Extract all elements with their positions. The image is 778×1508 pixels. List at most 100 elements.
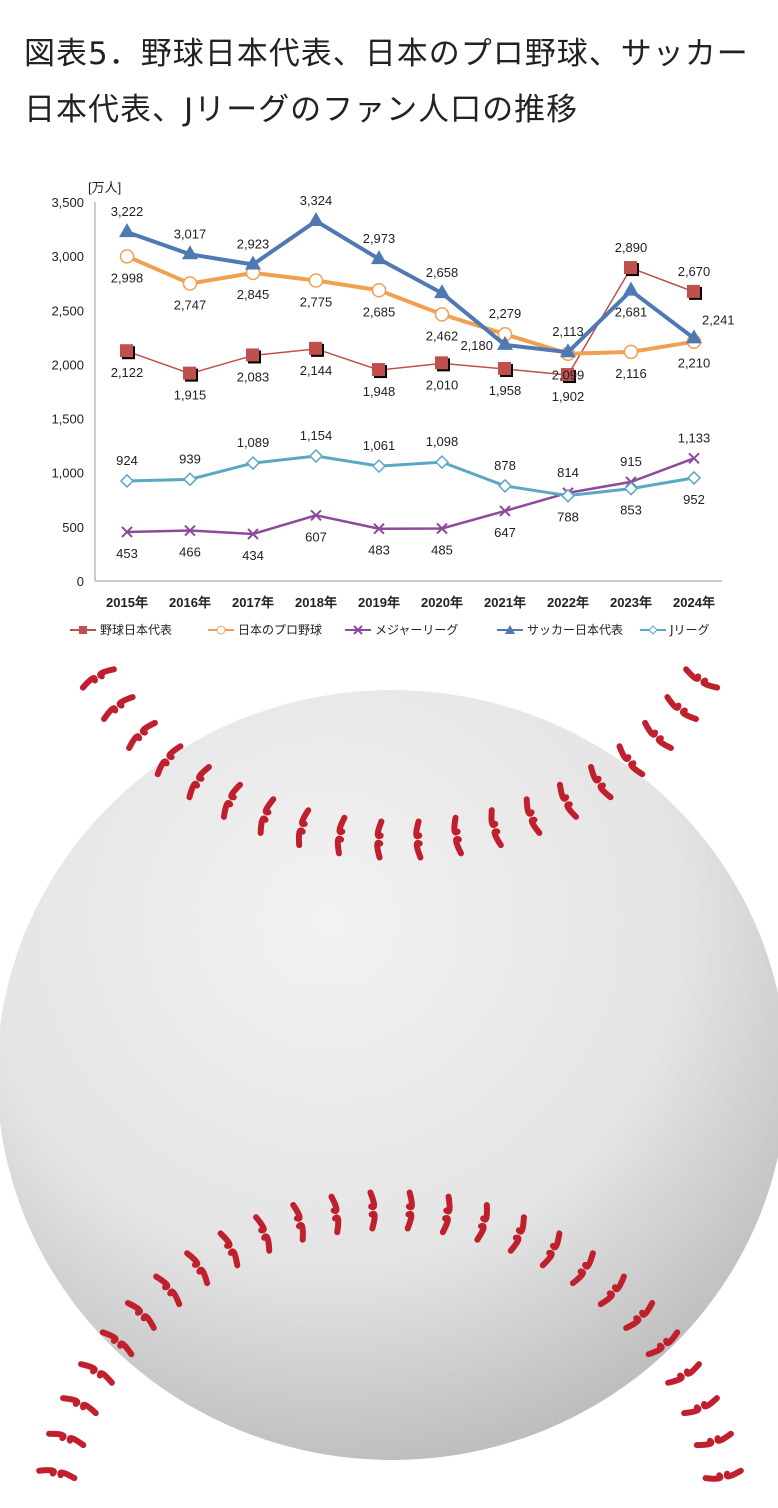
data-point <box>310 509 322 521</box>
series-line <box>126 218 696 355</box>
data-label: 2,747 <box>174 298 207 313</box>
data-label: 1,915 <box>174 388 207 403</box>
data-point <box>623 281 639 296</box>
stitch <box>507 1234 522 1254</box>
stitch <box>154 758 170 778</box>
data-label: 1,089 <box>237 435 270 450</box>
data-point <box>434 284 450 299</box>
stitch <box>404 1210 415 1232</box>
y-tick-label: 1,000 <box>51 466 84 481</box>
data-point <box>561 368 574 382</box>
stitch <box>196 1266 211 1287</box>
stitch <box>166 743 184 761</box>
data-point <box>183 366 196 380</box>
data-point <box>560 488 576 503</box>
stitch <box>296 1221 306 1243</box>
data-label: 2,658 <box>426 265 459 280</box>
data-label: 2,973 <box>363 231 396 246</box>
stitch <box>556 781 570 802</box>
stitch <box>491 828 504 849</box>
stitch <box>374 839 384 861</box>
y-tick-label: 0 <box>77 574 84 589</box>
stitch <box>57 1469 78 1482</box>
data-point <box>560 343 576 358</box>
data-label: 2,279 <box>489 306 522 321</box>
stitch <box>186 780 201 801</box>
data-point <box>623 481 639 496</box>
data-point <box>499 505 511 517</box>
stitch <box>257 815 269 836</box>
data-point <box>686 329 702 344</box>
data-point <box>371 250 387 265</box>
y-tick-label: 2,500 <box>51 303 84 318</box>
stitch <box>539 1249 555 1269</box>
stitch <box>36 1467 57 1477</box>
series-2: 453 466 434 607 483 485 647 814 915 1,133 <box>116 430 710 563</box>
data-point <box>436 522 448 535</box>
stitch <box>368 1210 378 1232</box>
stitch <box>99 1329 119 1344</box>
stitch <box>262 796 277 816</box>
x-tick-label: 2024年 <box>673 595 715 610</box>
baseball-image <box>0 666 778 1482</box>
data-label: 2,116 <box>615 366 647 381</box>
data-label: 2,099 <box>552 368 585 383</box>
y-axis-label: [万人] <box>88 180 121 195</box>
stitch <box>642 719 659 738</box>
data-point <box>686 470 702 485</box>
data-label: 2,890 <box>615 240 648 255</box>
stitch <box>334 835 345 857</box>
legend-marker <box>216 625 226 635</box>
data-label: 647 <box>494 525 516 540</box>
data-point <box>371 459 387 474</box>
stitch <box>664 694 682 711</box>
data-point <box>434 455 450 470</box>
x-tick-label: 2019年 <box>358 595 400 610</box>
stitch <box>405 1189 415 1211</box>
stitch <box>217 1230 233 1249</box>
stitch <box>679 707 699 722</box>
stitch <box>528 816 543 836</box>
data-label: 466 <box>179 545 201 560</box>
stitch <box>663 1329 681 1347</box>
data-label: 1,958 <box>489 383 522 398</box>
data-label: 1,948 <box>363 384 396 399</box>
stitch <box>97 666 117 680</box>
stitch <box>96 1370 115 1386</box>
legend-label: Jリーグ <box>669 623 710 637</box>
stitch <box>367 1189 378 1211</box>
stitch <box>336 814 348 836</box>
stitch <box>645 1342 665 1358</box>
data-label: 3,222 <box>111 204 144 219</box>
data-label: 2,462 <box>426 328 459 343</box>
data-label: 3,017 <box>174 226 207 241</box>
data-label: 853 <box>620 503 642 518</box>
data-point <box>246 348 259 362</box>
data-label: 607 <box>305 529 327 544</box>
series-line <box>126 454 695 498</box>
series-3: 3,222 3,017 2,923 3,324 2,973 2,658 2,180 2,113… <box>111 193 735 358</box>
data-label: 2,010 <box>426 377 459 392</box>
stitch <box>413 839 424 861</box>
data-point <box>184 524 196 537</box>
data-label: 924 <box>116 453 138 468</box>
data-point <box>623 344 639 360</box>
series-line <box>126 457 695 536</box>
legend-marker <box>79 626 87 634</box>
ball-stitches <box>36 666 744 1482</box>
data-point <box>688 452 700 465</box>
figure-title: 図表5．野球日本代表、日本のプロ野球、サッカー日本代表、Jリーグのファン人口の推… <box>24 36 749 128</box>
data-label: 939 <box>179 451 201 466</box>
stitch <box>549 1230 563 1251</box>
stitch <box>126 733 143 751</box>
data-label: 2,923 <box>237 236 270 251</box>
y-tick-label: 3,500 <box>51 195 84 210</box>
stitch <box>702 1472 724 1482</box>
x-tick-label: 2022年 <box>547 595 589 610</box>
stitch <box>80 1401 99 1417</box>
stitch <box>488 807 499 829</box>
legend-marker <box>353 625 363 635</box>
stitch <box>628 760 646 778</box>
stitch <box>66 1435 87 1449</box>
data-label: 2,845 <box>237 287 270 302</box>
